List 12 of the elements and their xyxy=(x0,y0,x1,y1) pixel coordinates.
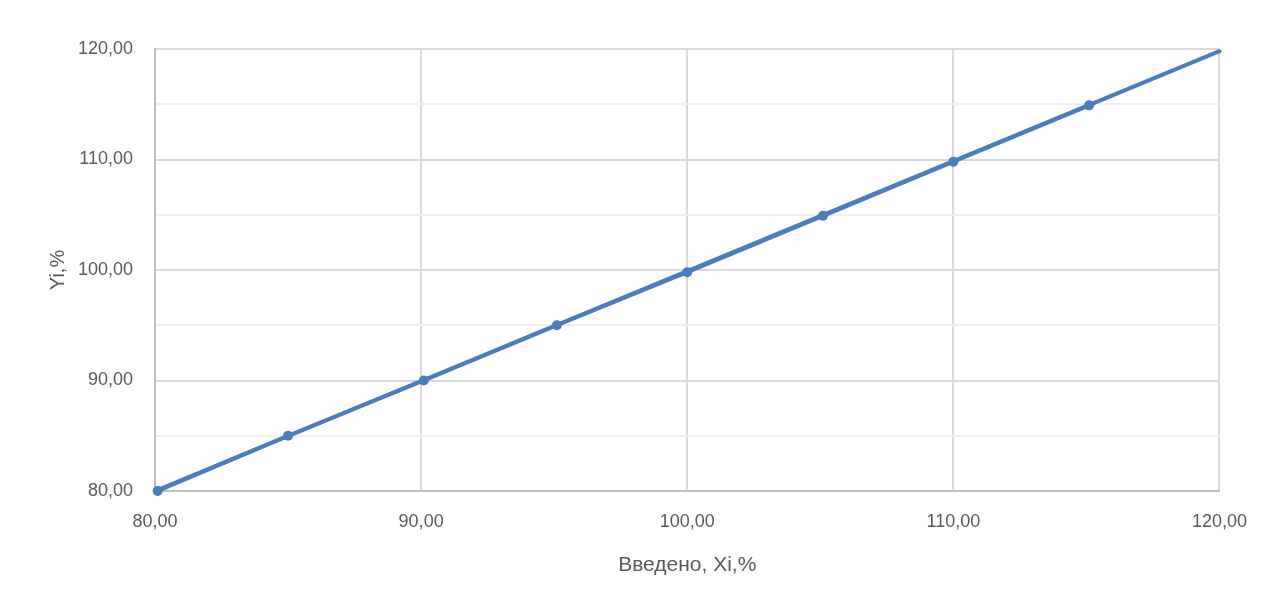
x-tick-label: 110,00 xyxy=(926,510,981,531)
y-tick-label: 100,00 xyxy=(77,258,133,279)
x-tick-label: 80,00 xyxy=(132,510,178,531)
y-tick-label: 120,00 xyxy=(77,37,133,58)
y-tick-label: 80,00 xyxy=(87,479,133,500)
y-tick-label: 110,00 xyxy=(79,148,133,169)
y-tick-label: 90,00 xyxy=(87,369,133,390)
x-tick-label: 90,00 xyxy=(398,510,444,531)
x-tick-label: 120,00 xyxy=(1191,510,1247,531)
y-axis-title: Yi,% xyxy=(45,249,68,291)
x-axis-title: Введено, Xi,% xyxy=(618,552,757,576)
x-tick-label: 100,00 xyxy=(659,510,715,531)
